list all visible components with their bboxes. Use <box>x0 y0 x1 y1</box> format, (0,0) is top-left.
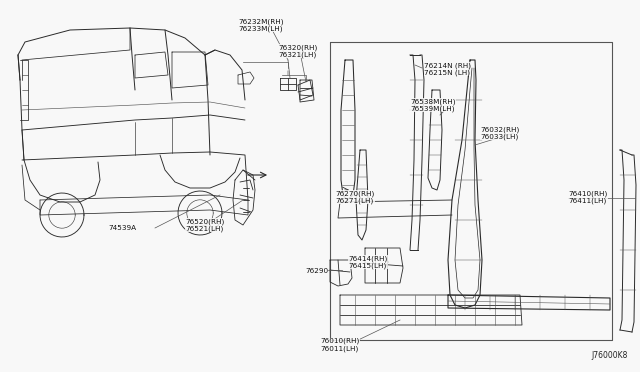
Text: 76520(RH)
76521(LH): 76520(RH) 76521(LH) <box>185 218 224 232</box>
Text: J76000K8: J76000K8 <box>591 351 628 360</box>
Text: 74539A: 74539A <box>108 225 136 231</box>
Text: 76232M(RH)
76233M(LH): 76232M(RH) 76233M(LH) <box>238 18 284 32</box>
Text: 76538M(RH)
76539M(LH): 76538M(RH) 76539M(LH) <box>410 98 456 112</box>
Text: 76290: 76290 <box>305 268 328 274</box>
Text: 76032(RH)
76033(LH): 76032(RH) 76033(LH) <box>480 126 519 140</box>
Text: 76410(RH)
76411(LH): 76410(RH) 76411(LH) <box>568 190 607 204</box>
Text: 76270(RH)
76271(LH): 76270(RH) 76271(LH) <box>335 190 374 204</box>
Text: 76414(RH)
76415(LH): 76414(RH) 76415(LH) <box>348 255 387 269</box>
Text: 76010(RH)
76011(LH): 76010(RH) 76011(LH) <box>321 338 360 352</box>
Text: 76320(RH)
76321(LH): 76320(RH) 76321(LH) <box>278 44 317 58</box>
Text: 76214N (RH)
76215N (LH): 76214N (RH) 76215N (LH) <box>424 62 471 76</box>
